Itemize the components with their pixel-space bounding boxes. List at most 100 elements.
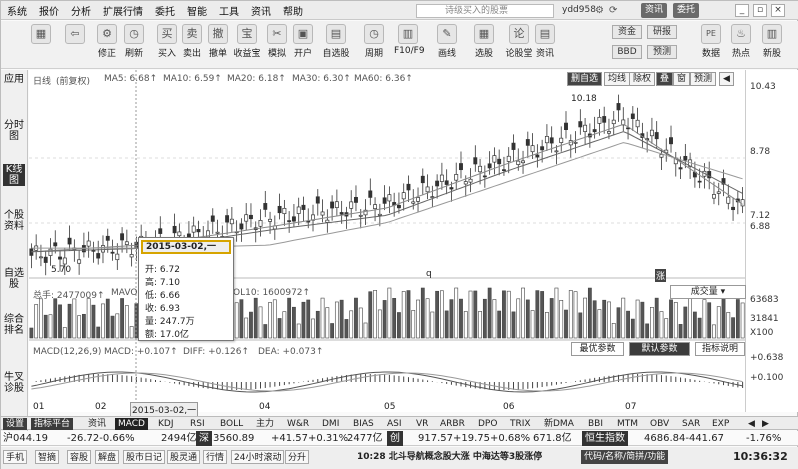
tab-boll[interactable]: BOLL (220, 419, 244, 429)
menu-trade[interactable]: 委托 (155, 6, 175, 18)
prev-button[interactable]: ◀ (719, 72, 734, 86)
tab-intraday[interactable]: 分时图 (4, 120, 24, 142)
sz-label[interactable]: 深 (196, 431, 212, 446)
bbd-button[interactable]: BBD (612, 45, 642, 59)
indicator-help-button[interactable]: 指标说明 (695, 342, 745, 356)
toolbar-open-account[interactable]: ▣ 开户 (289, 24, 317, 59)
volume-dropdown[interactable]: 成交量 ▾ (670, 285, 746, 299)
status-stock-link[interactable]: 股灵通 (167, 450, 201, 464)
news-button[interactable]: 资讯 (641, 3, 668, 18)
fund-button[interactable]: 资金 (612, 25, 642, 39)
optimal-params-button[interactable]: 最优参数 (571, 342, 624, 356)
tab-profile[interactable]: 个股资料 (4, 210, 24, 232)
forecast-button[interactable]: 预测 (647, 45, 677, 59)
toolbar-new[interactable]: ▥ 新股 (758, 24, 786, 59)
menu-news[interactable]: 资讯 (251, 6, 271, 18)
tab-rsi[interactable]: RSI (190, 419, 205, 429)
cy-label[interactable]: 创 (387, 431, 403, 446)
tab-arbr[interactable]: ARBR (440, 419, 465, 429)
ma-button[interactable]: 均线 (604, 72, 631, 86)
tab-exp[interactable]: EXP (712, 419, 730, 429)
toolbar-watchlist[interactable]: ▤ 自选股 (322, 24, 350, 59)
refresh-icon[interactable]: ⟳ (609, 5, 618, 16)
sz-index[interactable]: 3560.89 (213, 433, 255, 444)
sh-index[interactable]: 沪044.19 (3, 433, 48, 444)
research-button[interactable]: 研报 (647, 25, 677, 39)
tab-settings[interactable]: 设置 (3, 418, 28, 430)
close-button[interactable]: × (771, 4, 785, 17)
tabs-scroll-left-icon[interactable]: ◀ (748, 419, 755, 429)
toolbar-hot[interactable]: ♨ 热点 (727, 24, 755, 59)
overlay-button[interactable]: 叠 (656, 72, 674, 86)
tabs-scroll-right-icon[interactable]: ▶ (762, 419, 769, 429)
tab-new-dma[interactable]: 新DMA (544, 419, 574, 429)
menu-smart[interactable]: 智能 (187, 6, 207, 18)
tab-bbi[interactable]: BBI (588, 419, 604, 429)
tab-main-force[interactable]: 主力 (256, 419, 275, 429)
menu-tools[interactable]: 工具 (219, 6, 239, 18)
toolbar-back[interactable]: ⇦ (61, 24, 89, 46)
trade-button[interactable]: 委托 (673, 3, 700, 18)
toolbar-forum[interactable]: 论论股堂 (505, 24, 533, 59)
tab-news[interactable]: 资讯 (88, 419, 107, 429)
toolbar-f10[interactable]: ▥ F10/F9 (394, 24, 425, 56)
toolbar-picker[interactable]: ▦ 选股 (470, 24, 498, 59)
status-diary[interactable]: 股市日记 (123, 450, 166, 464)
status-mobile[interactable]: 手机 (3, 450, 28, 464)
tab-sar[interactable]: SAR (682, 419, 701, 429)
tab-bias[interactable]: BIAS (353, 419, 374, 429)
toolbar-cancel[interactable]: 撤撤单 (204, 24, 232, 59)
news-ticker[interactable]: 10:28 北斗导航概念股大涨 中海达等3股涨停 (357, 452, 543, 462)
tab-watchlist[interactable]: 自选股 (4, 268, 24, 290)
toolbar-fix[interactable]: ⚙ 修正 (93, 24, 121, 59)
status-stock[interactable]: 容股 (67, 450, 92, 464)
window-button[interactable]: 窗 (673, 72, 691, 86)
tab-macd[interactable]: MACD (115, 418, 148, 430)
menu-system[interactable]: 系统 (7, 6, 27, 18)
toolbar-treasure[interactable]: 宝收益宝 (233, 24, 261, 59)
maximize-button[interactable]: ▫ (753, 4, 767, 17)
tab-mtm[interactable]: MTM (617, 419, 639, 429)
menu-extended[interactable]: 扩展行情 (103, 6, 143, 18)
status-quote[interactable]: 行情 (203, 450, 228, 464)
minimize-button[interactable]: _ (735, 4, 749, 17)
tab-indicator-platform[interactable]: 指标平台 (31, 418, 74, 430)
default-params-button[interactable]: 默认参数 (629, 342, 690, 356)
status-24h[interactable]: 24小时滚动 (231, 450, 285, 464)
tab-vr[interactable]: VR (416, 419, 429, 429)
forecast-tab-button[interactable]: 预测 (690, 72, 717, 86)
toolbar-news[interactable]: ▤ 资讯 (531, 24, 559, 59)
menu-analysis[interactable]: 分析 (71, 6, 91, 18)
tab-asi[interactable]: ASI (387, 419, 402, 429)
status-up[interactable]: 分升 (285, 450, 310, 464)
remove-watchlist-button[interactable]: 删自选 (567, 72, 603, 86)
exright-button[interactable]: 除权 (629, 72, 656, 86)
tab-kline[interactable]: K线图 (3, 164, 25, 186)
quick-search[interactable]: 代码/名称/简拼/功能 (581, 450, 669, 464)
toolbar-draw[interactable]: ✎ 画线 (433, 24, 461, 59)
toolbar-sell[interactable]: 卖卖出 (178, 24, 206, 59)
hsi-value[interactable]: 4686.84-441.67 (644, 433, 724, 444)
gear-icon[interactable]: ⚙ (595, 5, 604, 16)
toolbar-refresh[interactable]: ◷ 刷新 (120, 24, 148, 59)
toolbar-period[interactable]: ◷ 周期 (360, 24, 388, 59)
tab-trix[interactable]: TRIX (510, 419, 531, 429)
hsi-label[interactable]: 恒生指数 (582, 431, 628, 446)
tab-dmi[interactable]: DMI (322, 419, 340, 429)
search-input[interactable]: 诗级买入的股票 (416, 4, 554, 18)
tab-diagnose[interactable]: 牛叉诊股 (4, 372, 24, 394)
toolbar-buy[interactable]: 买买入 (153, 24, 181, 59)
toolbar-simulate[interactable]: ✂ 模拟 (263, 24, 291, 59)
status-review[interactable]: 解盘 (95, 450, 120, 464)
tab-ranking[interactable]: 综合排名 (4, 314, 24, 336)
tab-apps[interactable]: 应用 (4, 74, 24, 85)
cy-index[interactable]: 917.57+19.75+0.68% (418, 433, 531, 444)
tab-kdj[interactable]: KDJ (158, 419, 174, 429)
tab-wr[interactable]: W&R (287, 419, 310, 429)
tab-obv[interactable]: OBV (650, 419, 670, 429)
menu-help[interactable]: 帮助 (283, 6, 303, 18)
toolbar-apps[interactable]: ▦ (27, 24, 55, 46)
toolbar-pe[interactable]: PE 数据 (697, 24, 725, 59)
menu-quote[interactable]: 报价 (39, 6, 59, 18)
tab-dpo[interactable]: DPO (478, 419, 498, 429)
